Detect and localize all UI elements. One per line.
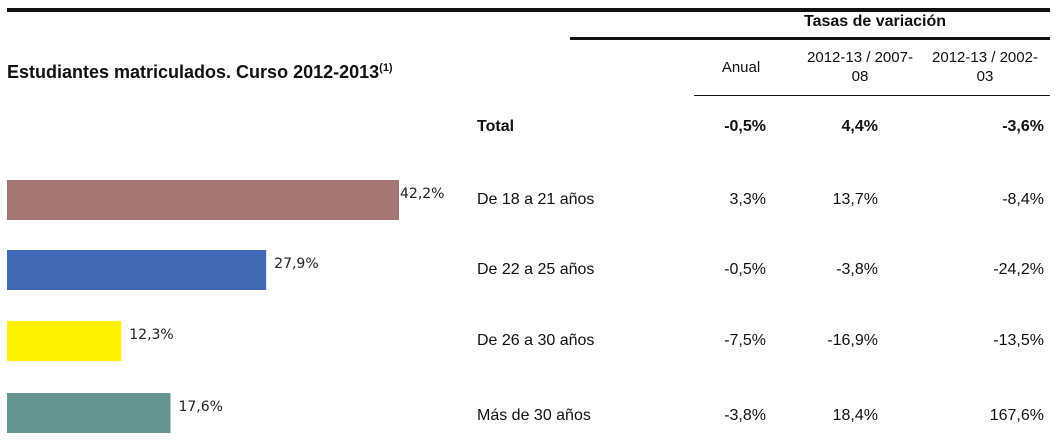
header-rule [694,95,1050,96]
group-header: Tasas de variación [804,13,946,30]
total-cell: 4,4% [841,118,878,135]
table-cell: -0,5% [724,261,766,278]
bar [7,250,267,290]
table-cell: -13,5% [993,332,1044,349]
row-label: De 26 a 30 años [477,332,595,349]
table-cell: 3,3% [729,191,766,208]
total-cell: -0,5% [724,118,766,135]
total-cell: -3,6% [1002,118,1044,135]
row-label: De 22 a 25 años [477,261,595,278]
value-label: 17,6% [178,399,222,415]
column-header: 2012-13 / 2007-08 [807,49,913,85]
table-cell: -24,2% [993,261,1044,278]
column-header: 2012-13 / 2002-03 [932,49,1038,85]
row-label: Más de 30 años [477,407,591,424]
title-superscript: (1) [379,62,393,74]
table-cell: -16,9% [827,332,878,349]
title: Estudiantes matriculados. Curso 2012-201… [7,62,393,83]
table-cell: 13,7% [832,191,878,208]
bar [7,393,171,433]
row-label: Total [477,118,515,135]
table-cell: -7,5% [724,332,766,349]
bar [7,321,122,361]
row-label: De 18 a 21 años [477,191,595,208]
value-label: 12,3% [129,327,173,343]
title-text: Estudiantes matriculados. Curso 2012-201… [7,62,380,82]
value-label: 27,9% [274,256,318,272]
column-header: Anual [721,59,761,76]
table-cell: -3,8% [724,407,766,424]
top-rule [7,8,1050,12]
bar [7,180,399,220]
table-cell: -8,4% [1002,191,1044,208]
table-cell: -3,8% [836,261,878,278]
table-cell: 18,4% [832,407,878,424]
group-rule [570,37,1050,40]
value-label: 42,2% [400,186,444,202]
table-cell: 167,6% [989,407,1044,424]
